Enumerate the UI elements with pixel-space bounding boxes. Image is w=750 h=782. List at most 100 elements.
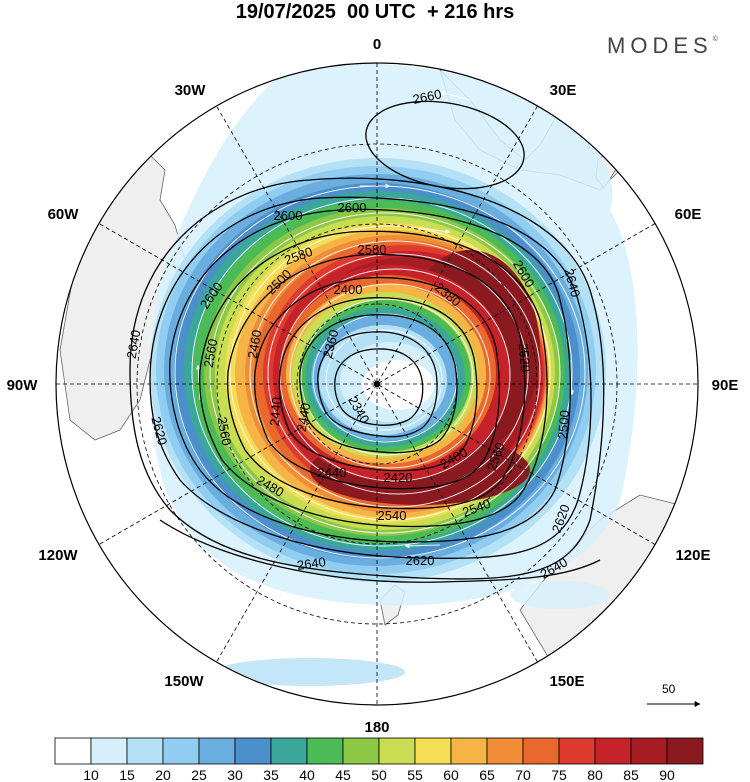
contour-label-2440-b: 2440 [294,402,314,433]
contour-2620 [149,196,592,559]
colorbar-tick-label: 85 [623,767,639,782]
contour-2340 [334,348,424,426]
contour-label-2640-south: 2640 [296,554,327,573]
contour-label-2560-b: 2560 [215,416,235,447]
colorbar-tick-label: 35 [263,767,279,782]
colorbar-box [162,737,200,765]
colorbar-box [630,737,668,765]
meridian-30e-150w [216,105,538,663]
lon-label-150e: 150E [549,673,584,690]
contour-label-2440-c: 2440 [318,465,347,480]
colorbar-tick-label: 25 [191,767,207,782]
streamline-9 [300,298,474,456]
colorbar-box [414,737,452,765]
lon-label-120w: 120W [38,547,78,564]
colorbar-box [270,737,308,765]
colorbar-tick-label: 40 [299,767,315,782]
lon-label-90w: 90W [7,377,39,394]
streamline-11 [325,329,443,431]
inner-calm [362,360,434,410]
contour-label-2600-a: 2600 [274,208,303,223]
streamline-arrow-5 [195,364,201,401]
colorbar-tick-label: 10 [83,767,99,782]
contour-2660 [365,100,525,190]
contour-2560 [199,230,548,528]
contour-label-2420: 2420 [384,470,413,485]
lon-label-30w: 30W [175,82,207,99]
map-boundary [55,62,699,706]
title-date: 19/07/2025 [235,1,336,23]
colorbar-box [378,737,416,765]
contour-label-2640-east: 2640 [561,267,583,299]
streamline-5 [249,240,541,508]
lon-label-180: 180 [364,719,389,736]
lon-label-90e: 90E [712,377,739,394]
contour-2640 [129,177,605,580]
south-pole-marker [374,381,380,387]
streamline-3 [209,212,561,534]
contour-2360 [317,331,438,438]
lon-label-60w: 60W [48,206,80,223]
brand-logo: MODES© [607,33,718,59]
contour-label-2460: 2460 [245,329,265,360]
lon-label-0: 0 [373,36,381,53]
streamline-arrow-2 [419,227,451,234]
meridian-60e-120w [98,223,656,545]
colorbar-box [342,737,380,765]
patch-south-light [215,658,405,686]
patch-southeast-light [510,581,610,609]
contour-label-2400-a: 2400 [334,282,363,297]
contour-2400 [299,314,458,454]
colorbar-tick-label: 65 [479,767,495,782]
streamline-8 [289,283,491,469]
contour-2640-south [159,519,601,583]
graticule [56,63,698,705]
contour-label-2360: 2360 [320,328,342,360]
contour-2440 [278,297,478,472]
colorbar-tick-label: 15 [119,767,135,782]
colorbar-tick-label: 30 [227,767,243,782]
contour-2600 [169,208,571,543]
longitude-labels: 0 30E 60E 90E 120E 150E 180 150W 120W 90… [7,36,739,736]
streamline-arrow-6 [439,90,471,101]
colorbar-tick-label: 90 [659,767,675,782]
brand-mark: © [712,35,718,43]
brand-name: MODES [607,33,713,58]
colorbar-box [558,737,596,765]
colorbar-tick-label: 45 [335,767,351,782]
lon-label-30e: 30E [550,82,577,99]
colorbar-boxes [54,737,704,765]
contour-2520 [226,253,526,510]
streamline-6 [267,253,529,495]
streamline-4 [229,225,551,521]
colorbar-tick-label: 75 [551,767,567,782]
contour-label-2500-east: 2500 [555,410,572,440]
colorbar-tick-label: 80 [587,767,603,782]
colorbar-box [450,737,488,765]
reference-vector-label: 50 [662,682,676,696]
lon-label-150w: 150W [164,673,204,690]
colorbar-box [306,737,344,765]
contour-label-2620-west: 2620 [148,415,170,447]
contour-label-2600-b: 2600 [338,200,367,215]
lon-label-60e: 60E [675,206,702,223]
colorbar-box [666,737,704,765]
colorbar-tick-label: 70 [515,767,531,782]
colorbar-box [234,737,272,765]
colorbar-box [594,737,632,765]
contour-label-2560-a: 2560 [201,338,221,369]
colorbar-box [90,737,128,765]
streamline-arrow-4 [404,543,441,549]
colorbar-box [522,737,560,765]
map-title: 19/07/2025 00 UTC + 216 hrs [0,0,750,24]
colorbar-box [54,737,92,765]
contour-label-2540-b: 2540 [378,508,407,523]
colorbar-box [126,737,164,765]
colorbar-tick-label: 20 [155,767,171,782]
contour-label-2520: 2520 [516,343,533,373]
colorbar-ticks: 10 15 20 25 30 35 40 45 50 55 60 65 70 75 80 85 90 [83,767,675,782]
lon-label-120e: 120E [675,547,710,564]
colorbar-tick-label: 55 [407,767,423,782]
